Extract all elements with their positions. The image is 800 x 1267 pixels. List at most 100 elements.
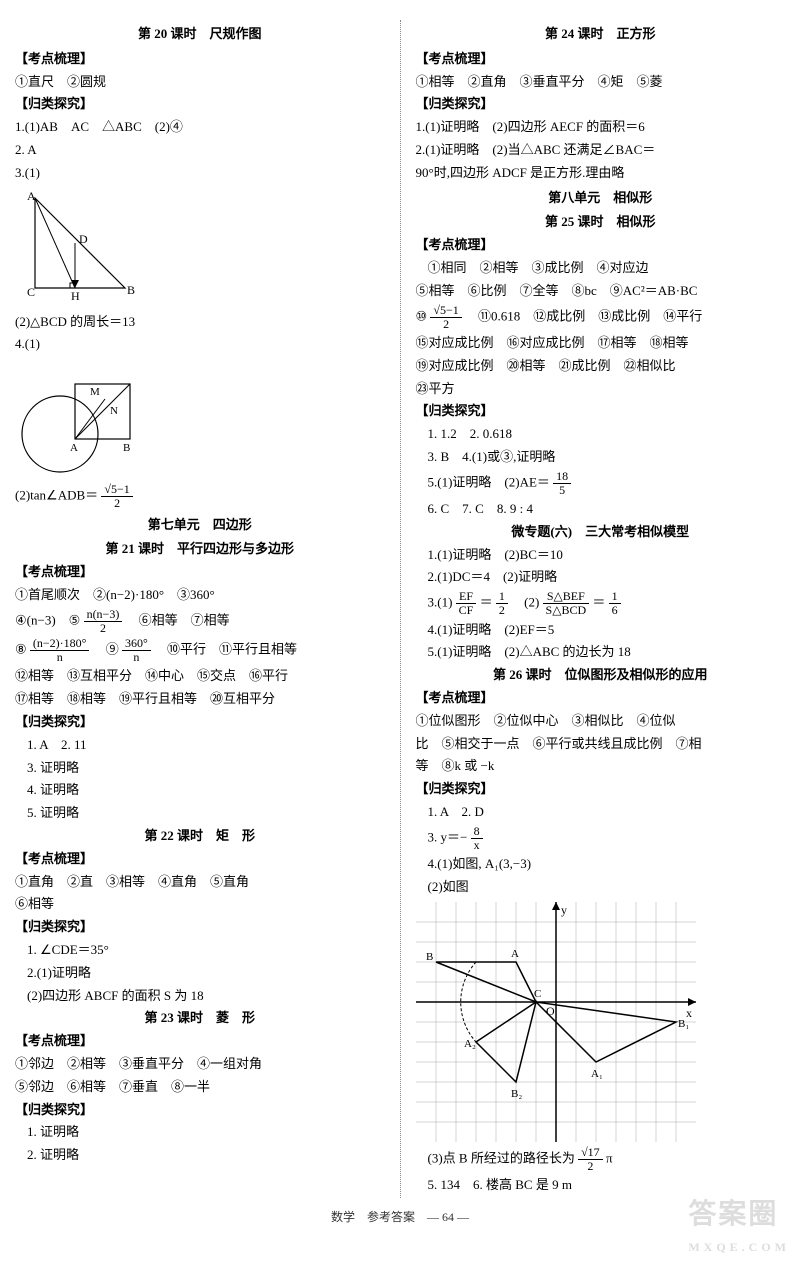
svg-text:C: C (27, 285, 35, 299)
svg-text:A: A (70, 442, 78, 454)
l24-g2: 2.(1)证明略 (2)当△ABC 还满足∠BAC＝ (416, 140, 786, 161)
l26-g3a: 3. y＝− (428, 830, 468, 845)
frac-num: √5−1 (101, 483, 132, 497)
m6-4: 4.(1)证明略 (2)EF＝5 (416, 620, 786, 641)
lesson22-title: 第 22 课时 矩 形 (15, 826, 385, 847)
l20-g4: 4.(1) (15, 334, 385, 355)
watermark-sub: MXQE.COM (688, 1238, 790, 1257)
l20-g4b: (2)tan∠ADB＝ √5−1 2 (15, 483, 385, 510)
l26-g4c: (3)点 B 所经过的路径长为 √17 2 π (416, 1146, 786, 1173)
svg-text:A₂: A₂ (464, 1038, 476, 1050)
unit7-title: 第七单元 四边形 (15, 515, 385, 536)
l24-g2b: 90°时,四边形 ADCF 是正方形.理由略 (416, 163, 786, 184)
l21-k3a: ⑧ (15, 642, 27, 657)
l26-k3: 等 ⑧k 或 −k (416, 756, 786, 777)
circle-square-figure: A B M N (15, 359, 145, 479)
glts-25: 【归类探究】 (416, 401, 786, 422)
l23-g2: 2. 证明略 (15, 1145, 385, 1166)
frac-18-5: 18 5 (553, 470, 571, 497)
frac-sqrt5: √5−1 2 (101, 483, 132, 510)
frac-num: (n−2)·180° (30, 637, 90, 651)
l21-k3b: ⑨ (93, 642, 119, 657)
frac-sqrt17: √17 2 (578, 1146, 603, 1173)
l20-g1: 1.(1)AB AC △ABC (2)④ (15, 117, 385, 138)
l25-k1: ①相同 ②相等 ③成比例 ④对应边 (416, 258, 786, 279)
glts-24: 【归类探究】 (416, 94, 786, 115)
svg-text:C: C (534, 988, 541, 1000)
frac-den: CF (456, 604, 477, 617)
l21-k2: ④(n−3) ⑤ n(n−3) 2 ⑥相等 ⑦相等 (15, 608, 385, 635)
svg-text:B₂: B₂ (511, 1088, 522, 1100)
page-footer: 数学 参考答案 — 64 — (15, 1208, 785, 1227)
glts-23: 【归类探究】 (15, 1100, 385, 1121)
lesson24-title: 第 24 课时 正方形 (416, 24, 786, 45)
l21-g5: 5. 证明略 (15, 803, 385, 824)
l21-k3c: ⑩平行 ⑪平行且相等 (154, 642, 297, 657)
frac-num: EF (456, 590, 477, 604)
l21-g3: 3. 证明略 (15, 758, 385, 779)
l22-g1: 1. ∠CDE＝35° (15, 940, 385, 961)
m6-3-eq2: ＝ (592, 595, 605, 610)
svg-text:B: B (123, 442, 130, 454)
l26-g1: 1. A 2. D (416, 802, 786, 823)
frac-num: 1 (609, 590, 621, 604)
l26-g3: 3. y＝− 8 x (416, 825, 786, 852)
l26-g4b: (2)如图 (416, 877, 786, 898)
frac-den: 2 (101, 497, 132, 510)
l20-g4b-prefix: (2)tan∠ADB＝ (15, 488, 98, 503)
frac-sqrt5-r: √5−1 2 (430, 304, 461, 331)
frac-den: 2 (430, 318, 461, 331)
l25-g6: 6. C 7. C 8. 9 : 4 (416, 499, 786, 520)
m6-3a: 3.(1) (428, 595, 453, 610)
frac-den: 6 (609, 604, 621, 617)
svg-text:A₁: A₁ (591, 1068, 603, 1080)
l24-g1: 1.(1)证明略 (2)四边形 AECF 的面积＝6 (416, 117, 786, 138)
svg-text:B: B (426, 951, 433, 963)
frac-den: n (30, 651, 90, 664)
l21-g1: 1. A 2. 11 (15, 735, 385, 756)
svg-text:M: M (90, 386, 100, 398)
coordinate-grid-figure: y x O A B C A₁ B₁ A₂ B₂ (416, 902, 696, 1142)
l25-k4: ⑮对应成比例 ⑯对应成比例 ⑰相等 ⑱相等 (416, 333, 786, 354)
l25-k3b: ⑪0.618 ⑫成比例 ⑬成比例 ⑭平行 (465, 308, 702, 323)
frac-n2-180: (n−2)·180° n (30, 637, 90, 664)
frac-den: 2 (496, 604, 508, 617)
m6-2: 2.(1)DC＝4 (2)证明略 (416, 567, 786, 588)
l23-g1: 1. 证明略 (15, 1122, 385, 1143)
svg-text:B: B (127, 283, 135, 297)
l20-g2: 2. A (15, 140, 385, 161)
svg-text:H: H (71, 289, 80, 303)
glts-26: 【归类探究】 (416, 779, 786, 800)
lesson23-title: 第 23 课时 菱 形 (15, 1008, 385, 1029)
frac-num: S△BEF (543, 590, 590, 604)
frac-num: 18 (553, 470, 571, 484)
frac-efcf: EF CF (456, 590, 477, 617)
l25-k2: ⑤相等 ⑥比例 ⑦全等 ⑧bc ⑨AC²＝AB·BC (416, 281, 786, 302)
frac-num: n(n−3) (84, 608, 123, 622)
left-column: 第 20 课时 尺规作图 【考点梳理】 ①直尺 ②圆规 【归类探究】 1.(1)… (15, 20, 385, 1198)
l25-k5: ⑲对应成比例 ⑳相等 ㉑成比例 ㉒相似比 (416, 356, 786, 377)
l26-g4c-b: π (606, 1150, 613, 1165)
l23-k2: ⑤邻边 ⑥相等 ⑦垂直 ⑧一半 (15, 1077, 385, 1098)
triangle-figure: A B C D H (15, 188, 135, 308)
l25-g5: 5.(1)证明略 (2)AE＝ 18 5 (416, 470, 786, 497)
frac-num: 1 (496, 590, 508, 604)
m6-5: 5.(1)证明略 (2)△ABC 的边长为 18 (416, 642, 786, 663)
frac-sbef: S△BEF S△BCD (543, 590, 590, 617)
kdcl-24: 【考点梳理】 (416, 49, 786, 70)
l26-k1: ①位似图形 ②位似中心 ③相似比 ④位似 (416, 711, 786, 732)
frac-den: x (471, 839, 483, 852)
m6-1: 1.(1)证明略 (2)BC＝10 (416, 545, 786, 566)
kdcl-22: 【考点梳理】 (15, 849, 385, 870)
frac-12: 1 2 (496, 590, 508, 617)
l25-k3a: ⑩ (416, 308, 428, 323)
l20-g3b: (2)△BCD 的周长＝13 (15, 312, 385, 333)
l25-g3: 3. B 4.(1)或③,证明略 (416, 447, 786, 468)
svg-text:D: D (79, 232, 88, 246)
m6-3-eq: ＝ (480, 595, 493, 610)
kdcl-25: 【考点梳理】 (416, 235, 786, 256)
l20-g3: 3.(1) (15, 163, 385, 184)
svg-text:B₁: B₁ (678, 1018, 689, 1030)
l21-k1: ①首尾顺次 ②(n−2)·180° ③360° (15, 585, 385, 606)
l22-k2: ⑥相等 (15, 894, 385, 915)
